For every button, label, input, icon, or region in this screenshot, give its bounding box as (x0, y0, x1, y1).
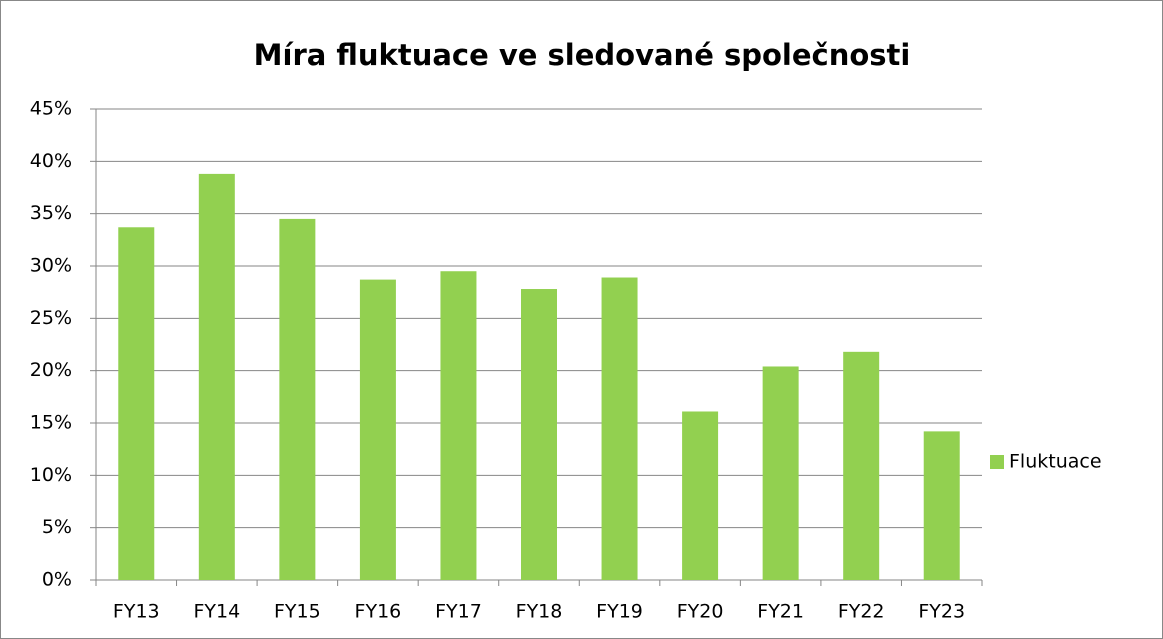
bar (359, 279, 396, 580)
x-tick-label: FY17 (435, 601, 482, 623)
y-tick-label: 10% (30, 464, 72, 486)
bar (923, 431, 960, 580)
y-tick-label: 25% (30, 307, 72, 329)
bar (843, 351, 880, 580)
bar (601, 277, 638, 580)
y-tick-label: 30% (30, 255, 72, 277)
legend-label: Fluktuace (1009, 451, 1102, 473)
bar (762, 366, 799, 580)
x-tick-label: FY15 (274, 601, 321, 623)
y-tick-label: 35% (30, 202, 72, 224)
x-tick-label: FY23 (918, 601, 965, 623)
x-tick-label: FY14 (193, 601, 240, 623)
x-tick-label: FY22 (838, 601, 885, 623)
bar (440, 271, 477, 580)
bar (682, 411, 719, 580)
x-tick-label: FY13 (113, 601, 160, 623)
y-tick-label: 20% (30, 359, 72, 381)
y-tick-label: 0% (42, 569, 72, 591)
x-tick-label: FY18 (516, 601, 563, 623)
bar (118, 227, 155, 581)
bar (198, 173, 235, 581)
y-tick-label: 45% (30, 98, 72, 120)
x-tick-label: FY19 (596, 601, 643, 623)
y-tick-label: 40% (30, 150, 72, 172)
x-tick-label: FY16 (355, 601, 402, 623)
legend-swatch (990, 455, 1004, 469)
y-tick-label: 15% (30, 412, 72, 434)
chart-title: Míra fluktuace ve sledované společnosti (254, 38, 911, 72)
x-tick-label: FY20 (677, 601, 724, 623)
x-tick-label: FY21 (757, 601, 804, 623)
bar (279, 218, 316, 580)
bar (521, 289, 557, 580)
y-tick-label: 5% (42, 516, 72, 538)
